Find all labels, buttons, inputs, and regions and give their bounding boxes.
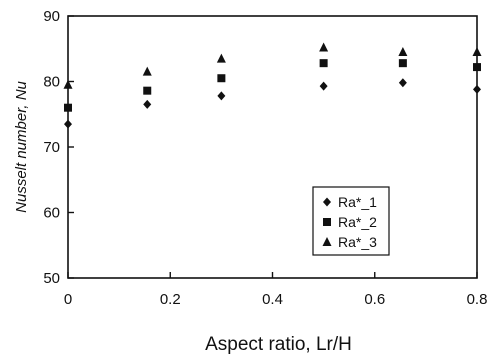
legend-marker-square (323, 218, 331, 226)
data-point-diamond (473, 84, 481, 94)
axis-ticks (67, 15, 478, 279)
data-point-square (143, 86, 152, 95)
y-tick-label: 50 (43, 270, 60, 287)
data-point-diamond (143, 99, 152, 109)
x-tick-label: 0.4 (262, 291, 283, 308)
data-point-square (319, 59, 328, 68)
x-tick-label: 0 (64, 291, 72, 308)
y-axis-label: Nusselt number, Nu (13, 80, 30, 212)
data-point-square (398, 59, 407, 68)
legend-label: Ra*_3 (338, 234, 377, 250)
x-axis-label: Aspect ratio, Lr/H (205, 334, 352, 355)
legend: Ra*_1 Ra*_2 Ra*_3 (312, 186, 390, 256)
data-point-diamond (64, 119, 72, 129)
data-points (63, 42, 482, 129)
y-tick-label: 70 (43, 139, 60, 156)
data-point-triangle (319, 42, 329, 52)
data-point-diamond (319, 81, 328, 91)
data-point-triangle (472, 47, 482, 57)
y-tick-label: 60 (43, 205, 60, 222)
data-point-triangle (63, 79, 73, 89)
legend-label: Ra*_1 (338, 194, 377, 210)
x-tick-label: 0.2 (160, 291, 181, 308)
legend-marker-triangle (322, 237, 332, 246)
legend-marker-diamond (323, 197, 331, 207)
data-point-diamond (217, 91, 226, 101)
x-tick-label: 0.8 (467, 291, 488, 308)
y-tick-label: 80 (43, 74, 60, 91)
data-point-diamond (398, 78, 407, 88)
data-point-square (473, 63, 481, 72)
data-point-triangle (398, 47, 408, 57)
data-point-triangle (142, 66, 152, 76)
y-tick-label: 90 (43, 8, 60, 25)
plot-frame (67, 15, 478, 279)
tick-labels: 50 60 70 80 90 0 0.2 0.4 0.6 0.8 (43, 8, 487, 308)
data-point-square (217, 74, 226, 83)
x-tick-label: 0.6 (364, 291, 385, 308)
data-point-square (64, 103, 72, 112)
data-point-triangle (216, 53, 226, 63)
legend-label: Ra*_2 (338, 214, 377, 230)
